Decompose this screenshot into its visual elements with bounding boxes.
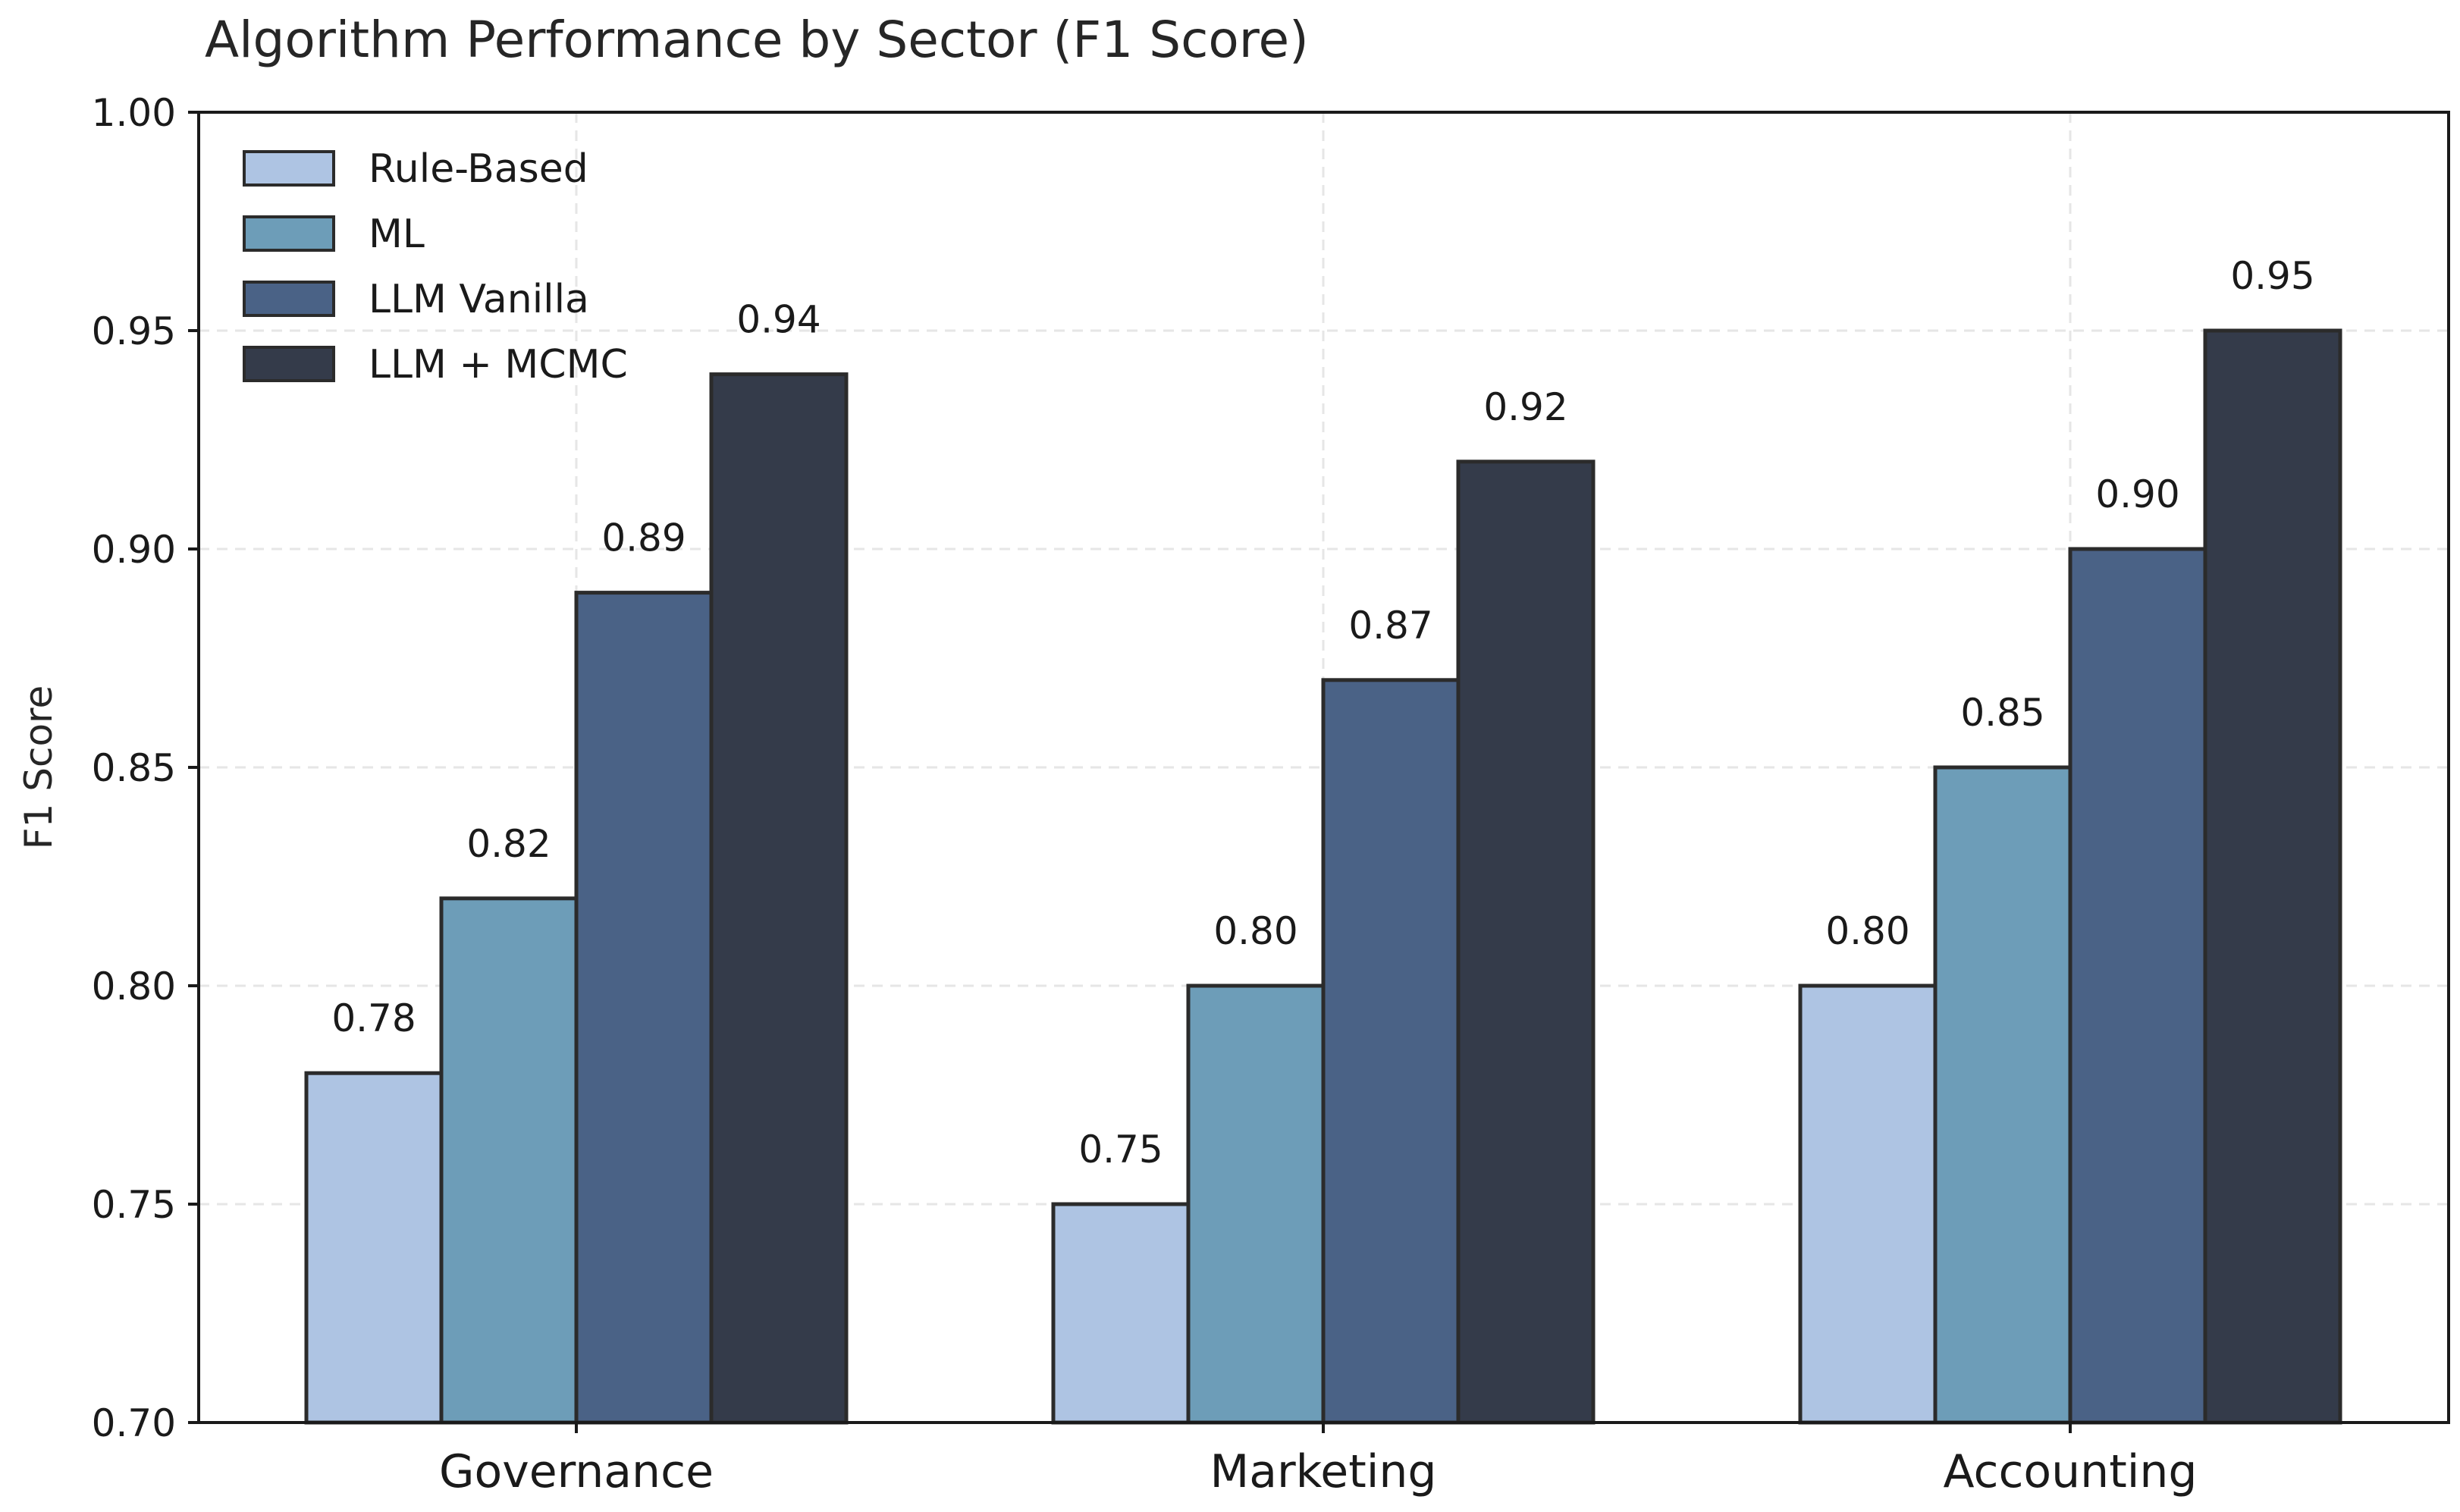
legend-swatch <box>243 150 335 187</box>
bar-series <box>304 328 2342 1425</box>
bar <box>304 1071 444 1425</box>
data-label: 0.85 <box>1960 691 2044 735</box>
y-tick-label: 0.95 <box>92 309 176 353</box>
legend: Rule-Based ML LLM Vanilla LLM + MCMC <box>243 146 628 387</box>
y-tick-label: 0.70 <box>92 1401 176 1445</box>
legend-label: LLM Vanilla <box>369 277 589 322</box>
legend-label: Rule-Based <box>369 146 588 192</box>
bar <box>2068 547 2207 1425</box>
x-tick-label: Marketing <box>1210 1445 1436 1498</box>
data-label: 0.89 <box>601 516 686 560</box>
data-label: 0.90 <box>2095 472 2179 516</box>
y-axis-ticks: 0.70 0.75 0.80 0.85 0.90 0.95 1.00 <box>92 91 199 1445</box>
data-label: 0.80 <box>1825 909 1909 953</box>
legend-label: ML <box>369 212 425 257</box>
bar <box>709 372 849 1425</box>
data-label: 0.87 <box>1348 604 1432 648</box>
data-label: 0.82 <box>466 822 551 866</box>
legend-label: LLM + MCMC <box>369 342 628 387</box>
y-tick-label: 1.00 <box>92 91 176 135</box>
data-label: 0.92 <box>1483 385 1567 429</box>
bar <box>1051 1202 1191 1425</box>
legend-swatch <box>243 281 335 317</box>
data-label: 0.75 <box>1078 1128 1163 1172</box>
bar <box>1186 983 1326 1425</box>
legend-swatch <box>243 215 335 252</box>
x-tick-label: Accounting <box>1943 1445 2197 1498</box>
data-label: 0.94 <box>736 298 821 342</box>
x-tick-label: Governance <box>439 1445 714 1498</box>
y-tick-label: 0.80 <box>92 965 176 1009</box>
data-labels: 0.78 0.82 0.89 0.94 0.75 0.80 0.87 0.92 0.80 0.85… <box>331 254 2314 1172</box>
y-axis-label: F1 Score <box>17 685 61 850</box>
data-label: 0.78 <box>331 996 416 1040</box>
bar <box>1321 678 1461 1425</box>
bar <box>1933 765 2072 1425</box>
y-tick-label: 0.90 <box>92 528 176 572</box>
data-label: 0.95 <box>2230 254 2314 298</box>
chart-title: Algorithm Performance by Sector (F1 Scor… <box>205 11 1309 69</box>
data-label: 0.80 <box>1213 909 1297 953</box>
bar <box>2203 328 2342 1425</box>
bar <box>574 591 714 1425</box>
bar <box>1456 460 1596 1425</box>
y-tick-label: 0.85 <box>92 746 176 790</box>
bar <box>439 896 579 1425</box>
x-axis-ticks: Governance Marketing Accounting <box>439 1423 2198 1498</box>
bar <box>1798 983 1938 1425</box>
legend-swatch <box>243 346 335 382</box>
y-tick-label: 0.75 <box>92 1183 176 1227</box>
